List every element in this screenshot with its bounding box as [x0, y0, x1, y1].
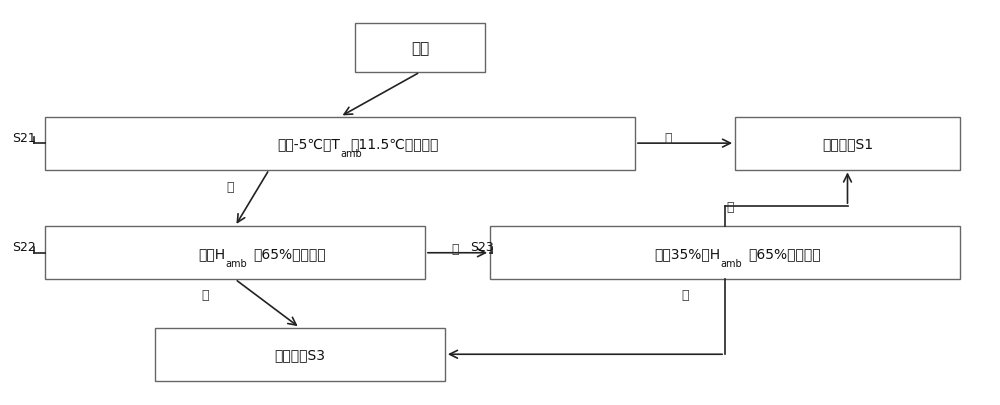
- FancyBboxPatch shape: [490, 227, 960, 279]
- FancyBboxPatch shape: [45, 117, 635, 170]
- Text: 开始: 开始: [411, 41, 429, 56]
- Text: S21: S21: [12, 131, 36, 144]
- FancyBboxPatch shape: [735, 117, 960, 170]
- Text: 是: 是: [226, 181, 234, 194]
- Text: ＞65%是否满足: ＞65%是否满足: [253, 246, 326, 260]
- Text: 返回步骤S1: 返回步骤S1: [822, 137, 873, 151]
- Text: S22: S22: [12, 241, 36, 254]
- Text: 否: 否: [664, 132, 672, 145]
- Text: 判断-5℃＜T: 判断-5℃＜T: [277, 137, 340, 151]
- Text: 判断35%＜H: 判断35%＜H: [654, 246, 720, 260]
- Text: amb: amb: [340, 149, 362, 159]
- Text: 否: 否: [726, 200, 734, 213]
- Text: 否: 否: [451, 243, 459, 256]
- Text: 执行步骤S3: 执行步骤S3: [274, 347, 326, 361]
- Text: amb: amb: [225, 258, 247, 268]
- Text: 判断H: 判断H: [198, 246, 225, 260]
- Text: 是: 是: [201, 288, 209, 301]
- Text: S23: S23: [470, 241, 494, 254]
- Text: amb: amb: [720, 258, 742, 268]
- Text: 是: 是: [681, 288, 689, 301]
- FancyBboxPatch shape: [155, 328, 445, 381]
- FancyBboxPatch shape: [355, 24, 485, 73]
- Text: ＜11.5℃是否满足: ＜11.5℃是否满足: [350, 137, 438, 151]
- FancyBboxPatch shape: [45, 227, 425, 279]
- Text: ＜65%是否满足: ＜65%是否满足: [748, 246, 821, 260]
